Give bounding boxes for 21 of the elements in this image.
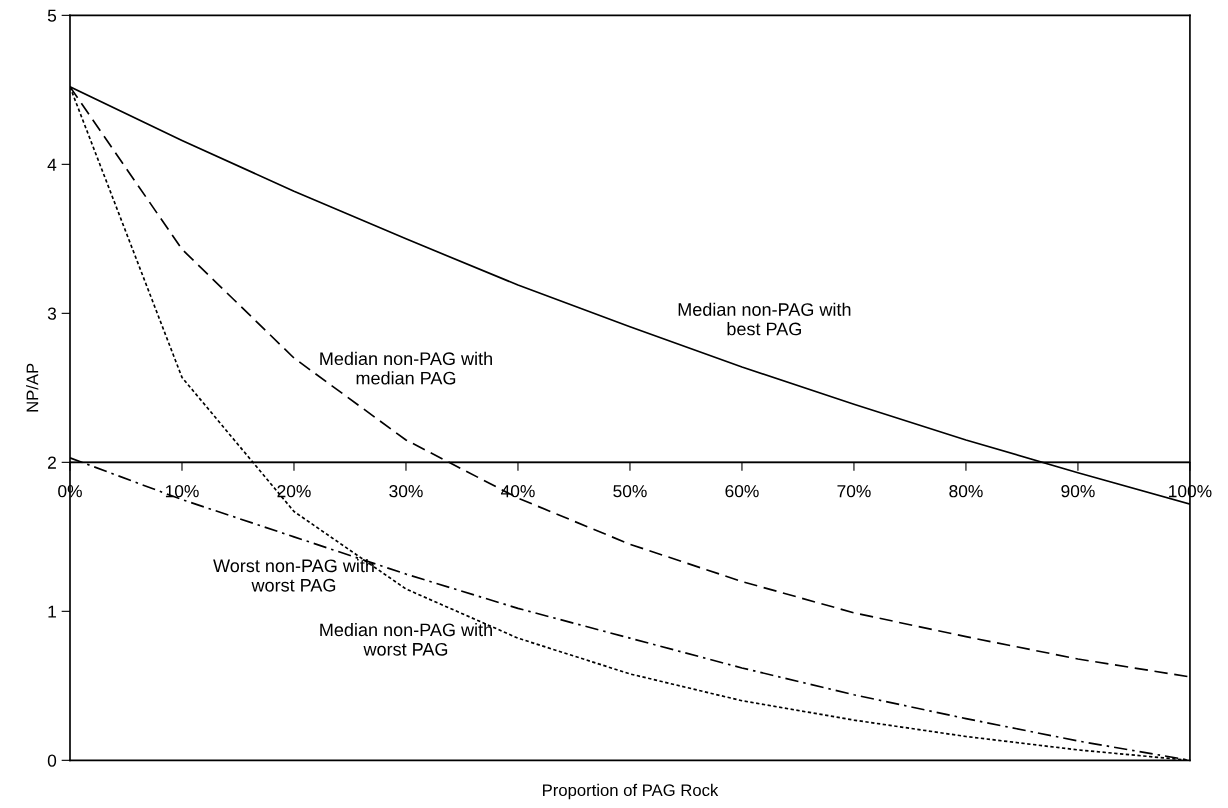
series-label: Median non-PAG with worst PAG xyxy=(320,622,492,656)
x-axis-title: Proportion of PAG Rock xyxy=(543,783,719,800)
series-label: Median non-PAG with best PAG xyxy=(678,302,851,336)
y-tick-label: 1 xyxy=(48,605,56,618)
series-label: Worst non-PAG with worst PAG xyxy=(213,558,374,592)
x-tick-label: 90% xyxy=(1061,485,1095,498)
x-tick-label: 40% xyxy=(501,485,535,498)
x-tick-label: 10% xyxy=(165,485,199,498)
x-tick-label: 80% xyxy=(949,485,983,498)
y-tick-label: 0 xyxy=(47,754,57,767)
y-axis-title: NP/AP xyxy=(26,363,39,412)
x-tick-label: 20% xyxy=(277,485,311,498)
x-tick-label: 70% xyxy=(837,485,871,498)
y-tick-label: 5 xyxy=(47,9,57,22)
y-tick-label: 4 xyxy=(47,158,57,171)
x-tick-label: 60% xyxy=(725,485,759,498)
series-label: Median non-PAG with median PAG xyxy=(320,351,492,385)
y-tick-label: 2 xyxy=(48,456,56,469)
x-tick-label: 30% xyxy=(389,485,423,498)
x-tick-label: 50% xyxy=(613,485,647,498)
y-tick-label: 3 xyxy=(47,307,57,320)
